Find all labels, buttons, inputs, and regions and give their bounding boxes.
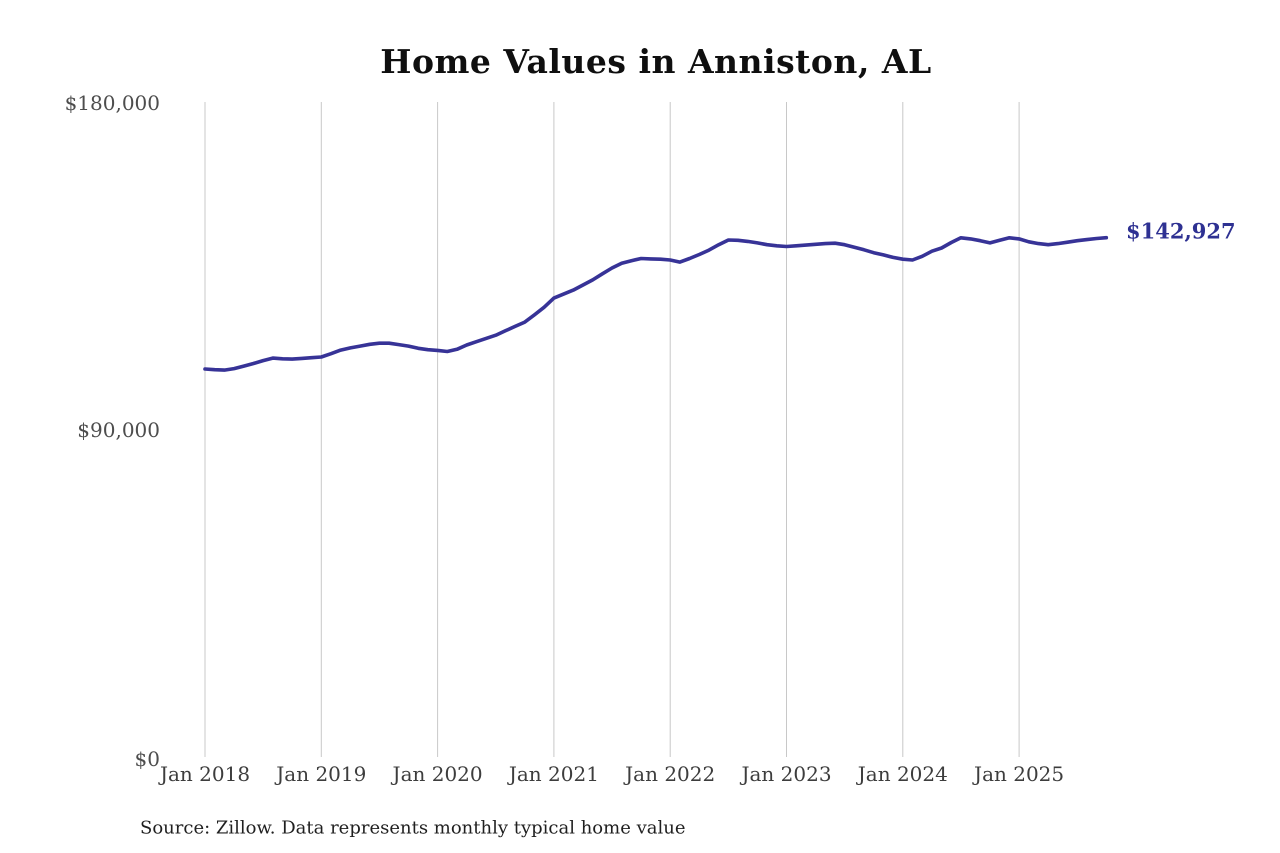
- source-note: Source: Zillow. Data represents monthly …: [140, 817, 686, 839]
- y-axis-tick-0: $0: [134, 747, 160, 771]
- x-axis-tick-jan-2021: Jan 2021: [508, 762, 599, 786]
- latest-value-label: $142,927: [1126, 218, 1236, 244]
- x-axis-tick-jan-2020: Jan 2020: [392, 762, 483, 786]
- home-value-line-series: [203, 235, 1109, 372]
- x-axis-tick-jan-2023: Jan 2023: [741, 762, 832, 786]
- x-axis-tick-jan-2024: Jan 2024: [857, 762, 948, 786]
- x-axis-tick-jan-2019: Jan 2019: [276, 762, 367, 786]
- y-axis-tick-90000: $90,000: [77, 418, 160, 442]
- x-axis-tick-jan-2025: Jan 2025: [974, 762, 1065, 786]
- x-axis-tick-jan-2022: Jan 2022: [625, 762, 716, 786]
- vertical-gridlines: [204, 102, 1020, 757]
- chart-title: Home Values in Anniston, AL: [380, 42, 932, 81]
- y-axis-tick-180000: $180,000: [64, 91, 160, 115]
- x-axis-tick-jan-2018: Jan 2018: [159, 762, 251, 786]
